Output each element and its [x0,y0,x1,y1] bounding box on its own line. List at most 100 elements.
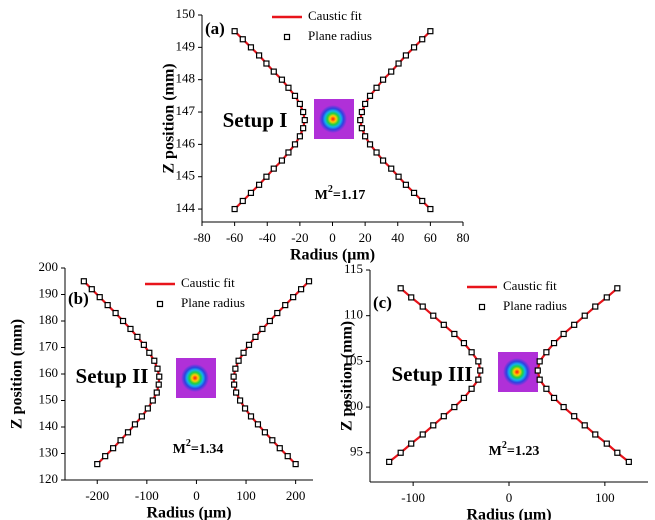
y-tick-label: 110 [344,307,363,322]
data-point [236,358,241,363]
data-point [461,341,466,346]
page: {"chart_data": [ {"type": "scatter", "pa… [0,0,655,520]
y-axis-title: Z position (mm) [339,321,356,431]
data-point [389,166,394,171]
y-tick-label: 145 [176,168,196,183]
m2-base: M [489,444,502,459]
data-point [145,406,150,411]
data-point [582,313,587,318]
data-point [264,61,269,66]
y-tick-label: 160 [39,365,59,380]
data-point [139,414,144,419]
data-point [420,198,425,203]
data-point [279,77,284,82]
y-tick-label: 115 [344,261,363,276]
x-tick-label: -40 [259,230,276,245]
data-point [431,423,436,428]
panel-label: (a) [205,19,225,38]
data-point [452,331,457,336]
data-point [125,430,130,435]
panel-label: (c) [373,293,392,312]
data-point [478,368,483,373]
x-tick-label: 60 [424,230,437,245]
data-point [615,286,620,291]
data-point [285,454,290,459]
x-tick-label: 0 [329,230,336,245]
data-point [428,29,433,34]
m2-label: M2=1.23 [489,440,540,459]
data-point [297,101,302,106]
x-tick-label: 80 [457,230,470,245]
x-tick-label: 40 [391,230,404,245]
x-tick-label: -20 [291,230,308,245]
data-point [301,110,306,115]
data-point [368,142,373,147]
data-point [389,69,394,74]
data-point [537,377,542,382]
data-point [231,374,236,379]
data-point [604,295,609,300]
data-point [283,303,288,308]
beam-spot [181,364,209,392]
data-point [572,322,577,327]
data-point [441,322,446,327]
y-tick-label: 130 [39,444,59,459]
y-axis-title: Z position (mm) [9,319,26,429]
data-point [97,295,102,300]
data-point [368,93,373,98]
data-point [552,341,557,346]
y-tick-label: 95 [350,444,363,459]
m2-rest: =1.34 [191,442,223,457]
data-point [307,279,312,284]
setup-label: Setup III [391,362,472,386]
data-point [561,331,566,336]
data-point [260,326,265,331]
data-point [118,438,123,443]
y-axis-title: Z position (mm) [161,63,178,173]
data-point [552,395,557,400]
data-point [248,190,253,195]
m2-rest: =1.17 [333,188,365,203]
data-point [420,37,425,42]
m2-base: M [173,442,186,457]
x-tick-label: -200 [85,488,109,503]
data-point [267,319,272,324]
y-tick-label: 148 [176,71,196,86]
y-tick-label: 149 [176,38,196,53]
data-point [626,459,631,464]
data-point [156,382,161,387]
data-point [452,405,457,410]
data-point [81,279,86,284]
data-point [157,374,162,379]
data-point [428,207,433,212]
y-tick-label: 144 [176,200,196,215]
data-point [409,441,414,446]
setup-label: Setup II [76,364,149,388]
data-point [105,303,110,308]
m2-base: M [315,188,328,203]
setup-label: Setup I [223,108,288,132]
data-point [247,342,252,347]
data-point [374,150,379,155]
data-point [286,85,291,90]
data-point [233,366,238,371]
data-point [135,334,140,339]
legend-label: Plane radius [181,295,245,310]
data-point [535,368,540,373]
data-point [147,350,152,355]
data-point [240,37,245,42]
data-point [412,190,417,195]
data-point [544,386,549,391]
data-point [363,134,368,139]
beam-spot [319,105,347,133]
data-point [132,422,137,427]
data-point [232,207,237,212]
data-point [257,182,262,187]
data-point [286,150,291,155]
data-point [359,110,364,115]
data-point [279,158,284,163]
data-point [271,166,276,171]
data-point [476,377,481,382]
legend-marker [480,305,485,310]
data-point [537,359,542,364]
